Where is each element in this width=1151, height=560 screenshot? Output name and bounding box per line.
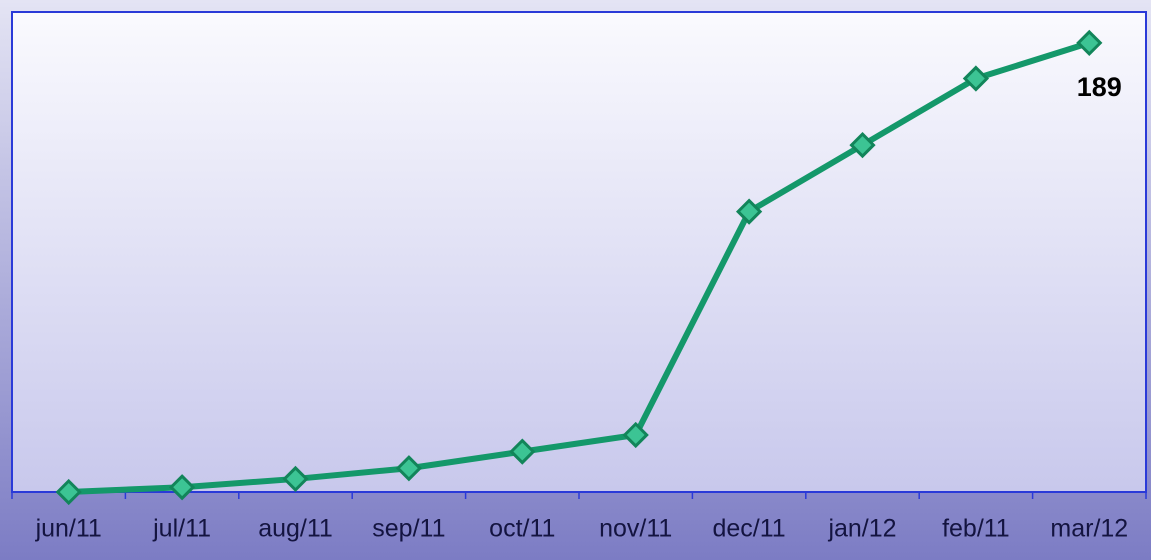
marker: [55, 478, 82, 506]
x-tick-label: jun/11: [35, 515, 102, 543]
marker: [622, 421, 649, 449]
x-tick-label: jan/12: [827, 515, 896, 543]
marker: [282, 465, 309, 493]
marker: [509, 438, 536, 465]
marker: [962, 65, 990, 92]
x-tick-label: nov/11: [599, 515, 672, 543]
x-tick-label: feb/11: [942, 515, 1010, 543]
x-tick-label: jul/11: [152, 515, 211, 543]
line: [68, 40, 1091, 495]
x-tick-label: mar/12: [1050, 515, 1128, 543]
x-tick-label: aug/11: [258, 515, 333, 543]
marker: [168, 474, 196, 501]
marker: [395, 455, 423, 482]
data-label: 189: [1077, 72, 1122, 102]
marker: [735, 198, 763, 225]
x-tick-label: oct/11: [489, 515, 555, 543]
marker: [849, 131, 876, 159]
x-tick-label: dec/11: [712, 515, 785, 543]
marker: [1076, 29, 1103, 57]
x-tick-label: sep/11: [372, 515, 445, 543]
